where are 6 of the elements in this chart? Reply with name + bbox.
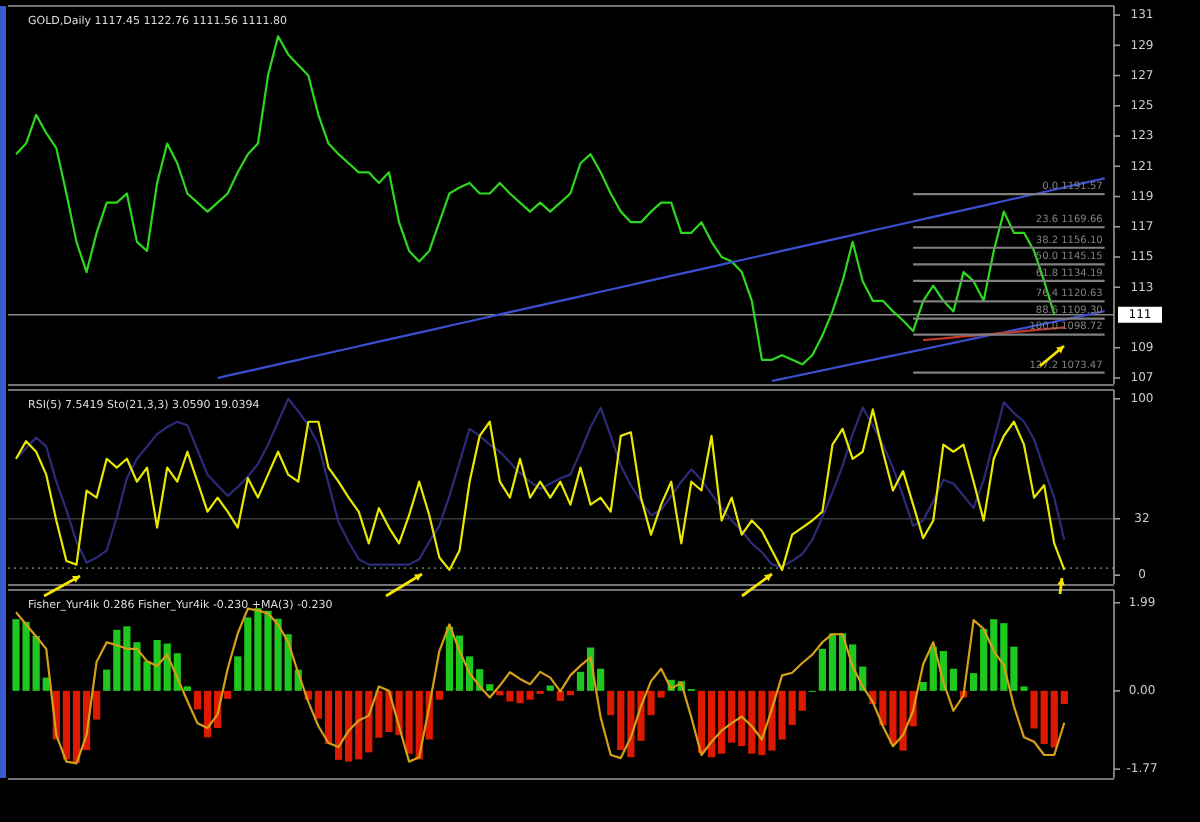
line-series: [770, 310, 1106, 383]
line-series: [14, 35, 1056, 366]
bar: [546, 685, 554, 691]
line-series: [922, 326, 1066, 342]
line-series: [14, 607, 1066, 765]
line-series: [216, 177, 1106, 380]
